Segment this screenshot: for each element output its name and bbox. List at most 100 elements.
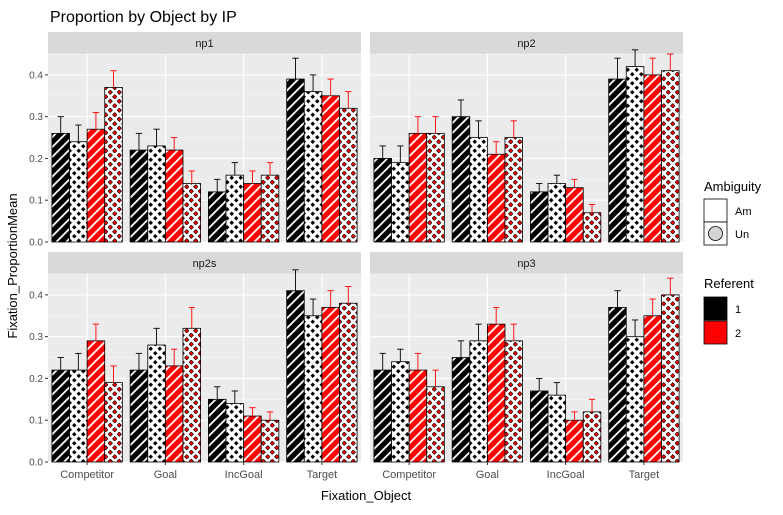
bar bbox=[504, 137, 523, 243]
bar bbox=[303, 315, 323, 463]
x-tick-label: Goal bbox=[154, 469, 177, 481]
x-axis-label: Fixation_Object bbox=[321, 488, 412, 503]
bar bbox=[565, 187, 584, 243]
legend-key bbox=[703, 296, 728, 321]
bar bbox=[243, 183, 262, 243]
bar bbox=[373, 158, 392, 243]
bar bbox=[565, 419, 584, 463]
bar bbox=[51, 369, 70, 463]
panel-np3: np3 Competitor Goal IncGoal Target bbox=[370, 252, 683, 481]
bar bbox=[625, 66, 645, 243]
legend-title: Referent bbox=[704, 276, 754, 291]
y-tick-label: 0.2 bbox=[29, 154, 43, 165]
y-tick-label: 0.1 bbox=[29, 196, 43, 207]
bar bbox=[286, 290, 305, 463]
panels: np1 0.0 0.1 0.2 0.3 0.4 np2 np2s 0.0 0.1 0.2 0.3 0.4… bbox=[29, 32, 683, 481]
x-tick-label: IncGoal bbox=[225, 469, 263, 481]
legend-key bbox=[703, 198, 728, 223]
chart-title: Proportion by Object by IP bbox=[50, 9, 237, 26]
bar bbox=[243, 415, 262, 463]
panel-strip-label: np2 bbox=[517, 38, 535, 50]
bar bbox=[321, 307, 340, 463]
bar bbox=[104, 382, 123, 463]
panel-np2s: np2s 0.0 0.1 0.2 0.3 0.4 Competitor Goal IncGoal… bbox=[29, 252, 361, 481]
bar bbox=[608, 307, 627, 463]
bar bbox=[182, 183, 201, 243]
bar bbox=[547, 394, 567, 463]
y-tick-label: 0.2 bbox=[29, 374, 43, 385]
bar bbox=[86, 128, 106, 243]
bar bbox=[164, 365, 184, 463]
bar bbox=[208, 398, 227, 463]
bar bbox=[608, 78, 627, 243]
bar bbox=[426, 132, 445, 243]
x-tick-label: Target bbox=[629, 469, 660, 481]
y-tick-label: 0.4 bbox=[29, 290, 43, 301]
bar bbox=[147, 145, 166, 243]
legend-ambiguity: Ambiguity Am Un bbox=[703, 179, 762, 246]
legend-key-circle bbox=[708, 226, 723, 241]
bar bbox=[408, 369, 428, 463]
legend-entry-label: 1 bbox=[735, 304, 741, 316]
bar bbox=[661, 294, 680, 463]
legend-referent: Referent 1 2 bbox=[703, 276, 754, 345]
bar bbox=[69, 141, 88, 243]
bar bbox=[469, 137, 488, 243]
legend-entry-label: Am bbox=[735, 206, 752, 218]
bar bbox=[69, 369, 88, 463]
bar bbox=[661, 70, 680, 243]
bar bbox=[51, 132, 70, 243]
bar bbox=[547, 183, 567, 243]
panel-strip-label: np2s bbox=[193, 258, 217, 270]
bar bbox=[182, 327, 201, 463]
panel-strip bbox=[48, 252, 361, 274]
bar bbox=[164, 149, 184, 243]
panel-strip-label: np1 bbox=[195, 38, 213, 50]
bar bbox=[504, 340, 523, 463]
bar bbox=[208, 191, 227, 243]
panel-np2: np2 bbox=[370, 32, 683, 243]
bar bbox=[260, 419, 280, 463]
bar bbox=[451, 116, 471, 243]
bar bbox=[643, 74, 662, 243]
legend: Ambiguity Am Un Referent 1 2 bbox=[703, 179, 762, 345]
y-tick-label: 0.3 bbox=[29, 112, 43, 123]
bar bbox=[303, 91, 323, 243]
y-axis-label: Fixation_ProportionMean bbox=[5, 193, 20, 338]
y-tick-label: 0.0 bbox=[29, 238, 43, 249]
bar bbox=[486, 153, 506, 243]
panel-strip bbox=[48, 32, 361, 54]
legend-entry-label: 2 bbox=[735, 328, 741, 340]
bar bbox=[408, 132, 428, 243]
x-tick-label: Target bbox=[307, 469, 338, 481]
legend-entry-label: Un bbox=[735, 229, 749, 241]
y-tick-label: 0.3 bbox=[29, 332, 43, 343]
bar bbox=[530, 191, 549, 243]
bar bbox=[129, 149, 149, 243]
y-tick-label: 0.0 bbox=[29, 458, 43, 469]
bar bbox=[391, 361, 410, 463]
bar bbox=[339, 302, 358, 463]
bar bbox=[339, 107, 358, 243]
panel-strip bbox=[370, 32, 683, 54]
bar bbox=[643, 315, 662, 463]
bar bbox=[530, 390, 549, 463]
bar bbox=[391, 162, 410, 243]
bar bbox=[582, 212, 602, 243]
x-tick-label: IncGoal bbox=[547, 469, 585, 481]
bar bbox=[104, 87, 123, 243]
bar bbox=[286, 78, 305, 243]
panel-strip bbox=[370, 252, 683, 274]
bar bbox=[225, 403, 245, 463]
x-tick-label: Goal bbox=[476, 469, 499, 481]
bar bbox=[86, 340, 106, 463]
y-tick-label: 0.1 bbox=[29, 416, 43, 427]
bar bbox=[260, 174, 280, 243]
y-tick-label: 0.4 bbox=[29, 70, 43, 81]
panel-strip-label: np3 bbox=[517, 258, 535, 270]
bar bbox=[225, 174, 245, 243]
bar bbox=[486, 323, 506, 463]
bar bbox=[469, 340, 488, 463]
